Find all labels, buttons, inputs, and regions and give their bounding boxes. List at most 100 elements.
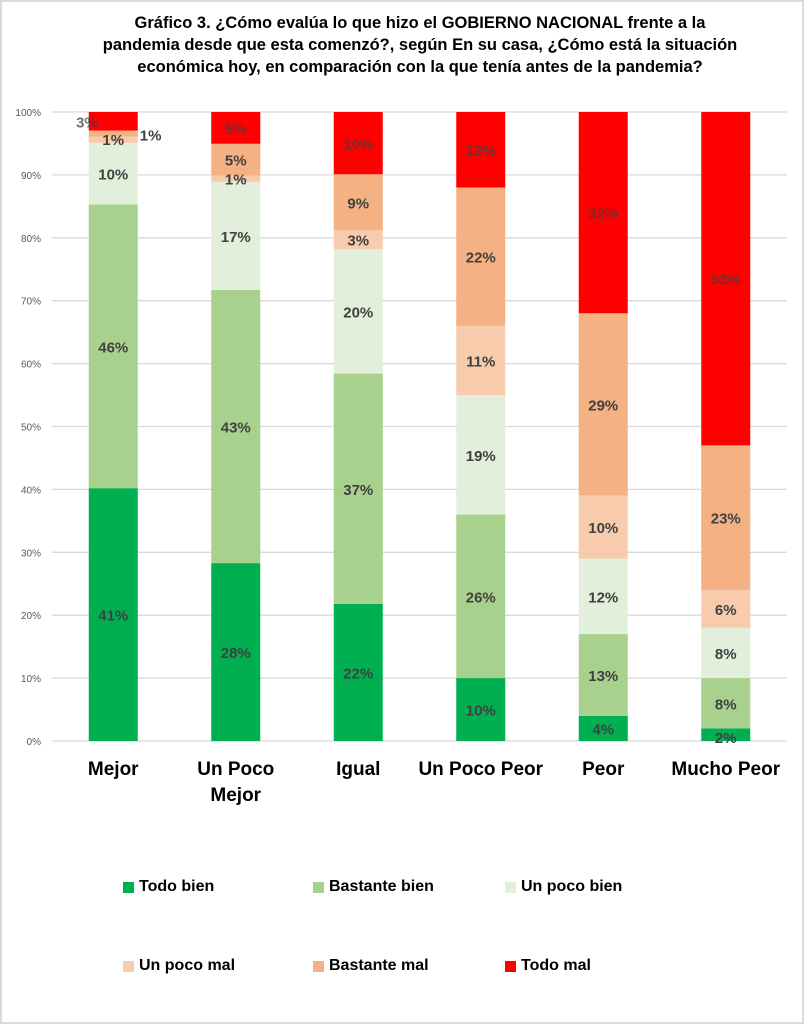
data-label: 10% xyxy=(466,703,496,720)
legend-label: Un poco mal xyxy=(139,957,236,974)
x-category-label: Mucho Peor xyxy=(661,757,791,783)
data-label: 11% xyxy=(466,353,495,370)
data-label: 23% xyxy=(711,511,741,528)
y-tick-label: 70% xyxy=(21,297,41,308)
data-label: 41% xyxy=(98,608,128,625)
bar-segment xyxy=(88,204,138,489)
data-label: 37% xyxy=(343,482,373,499)
legend-swatch-icon xyxy=(123,960,134,972)
data-label: 53% xyxy=(711,272,741,289)
data-label: 4% xyxy=(592,721,614,738)
data-label: 5% xyxy=(225,153,247,170)
bar-segment xyxy=(578,634,628,716)
legend-swatch-icon xyxy=(505,881,516,893)
y-tick-label: 10% xyxy=(21,674,41,685)
data-label: 22% xyxy=(466,250,496,267)
bar-segment xyxy=(211,112,261,144)
y-tick-label: 0% xyxy=(27,737,42,748)
data-label: 12% xyxy=(466,143,496,160)
chart-title: Gráfico 3. ¿Cómo evalúa lo que hizo el G… xyxy=(100,12,740,78)
legend-label: Todo mal xyxy=(521,957,591,974)
data-label: 13% xyxy=(588,668,618,685)
bar-segment xyxy=(456,514,506,679)
bar-segment xyxy=(701,590,751,628)
data-labels: 41%46%10%1% 1%3%28%43%17%1%5%5%22%37%20%3… xyxy=(76,114,741,747)
data-label: 46% xyxy=(98,339,128,356)
bar-segment xyxy=(88,136,138,143)
data-label: 12% xyxy=(588,589,618,606)
x-category-label: Un Poco Peor xyxy=(416,757,546,783)
x-category-label-line: Igual xyxy=(336,759,381,780)
legend-item: Un poco bien xyxy=(505,878,622,896)
y-tick-label: 100% xyxy=(15,108,41,119)
bar-segment xyxy=(578,715,628,741)
data-label: 17% xyxy=(221,229,251,246)
gridlines xyxy=(52,111,787,742)
x-category-label-line: Mejor xyxy=(210,785,262,806)
data-label: 1% xyxy=(102,132,124,149)
bar-segment xyxy=(701,728,751,741)
x-category-label: Mejor xyxy=(48,757,178,783)
data-label: 10% xyxy=(98,167,128,184)
y-tick-label: 80% xyxy=(21,234,41,245)
bar-segment xyxy=(88,142,138,205)
bar-segment xyxy=(88,112,138,131)
legend-label: Un poco bien xyxy=(521,878,623,895)
legend-item: Un poco mal xyxy=(123,957,235,975)
bar-segment xyxy=(456,325,506,396)
y-tick-label: 40% xyxy=(21,485,41,496)
x-category-label: Igual xyxy=(293,757,423,783)
legend-label: Todo bien xyxy=(139,878,215,895)
y-tick-label: 50% xyxy=(21,423,41,434)
bar-segment xyxy=(333,230,383,250)
data-label: 1% xyxy=(140,128,162,145)
data-label: 6% xyxy=(715,602,737,619)
legend-item: Todo bien xyxy=(123,878,214,896)
bar-segment xyxy=(456,187,506,326)
legend-item: Todo mal xyxy=(505,957,591,975)
data-label: 28% xyxy=(221,645,251,662)
x-category-label-line: Mejor xyxy=(87,759,139,780)
plot-area: 0% 10% 20% 30% 40% 50% 60% 70% 80% 90% 100% 41% 46%… xyxy=(15,108,787,748)
data-label: 9% xyxy=(347,195,369,212)
data-label: 8% xyxy=(715,646,737,663)
bar-segment xyxy=(578,112,628,314)
y-tick-label: 30% xyxy=(21,548,41,559)
y-axis-ticks: 0% 10% 20% 30% 40% 50% 60% 70% 80% 90% 100% xyxy=(15,108,41,748)
chart-title-line: Gráfico 3. ¿Cómo evalúa lo que hizo el G… xyxy=(134,14,706,32)
data-label: 20% xyxy=(343,304,373,321)
data-label: 2% xyxy=(715,730,737,747)
chart-title-line: pandemia desde que esta comenzó?, según … xyxy=(102,36,738,54)
bar-segment xyxy=(578,558,628,635)
data-label: 29% xyxy=(588,397,618,414)
legend-label: Bastante mal xyxy=(329,957,429,974)
bar-segment xyxy=(211,175,261,182)
bar-segment xyxy=(211,143,261,176)
bar-segment xyxy=(578,313,628,496)
bar-segment xyxy=(701,112,751,446)
legend-label: Bastante bien xyxy=(329,878,434,895)
bar-segment xyxy=(333,603,383,741)
bar-segment xyxy=(701,678,751,729)
bar-segment xyxy=(333,112,383,175)
legend-swatch-icon xyxy=(313,881,324,893)
legend-swatch-icon xyxy=(505,960,516,972)
bar-segment xyxy=(701,627,751,679)
bar-segment xyxy=(88,488,138,741)
bar-segment xyxy=(578,495,628,559)
x-category-label-line: Un Poco xyxy=(197,759,275,780)
bar-segment xyxy=(211,181,261,290)
bar-segment xyxy=(333,174,383,231)
y-tick-label: 60% xyxy=(21,360,41,371)
data-label: 8% xyxy=(715,696,737,713)
bar-segment xyxy=(333,249,383,374)
legend-item: Bastante bien xyxy=(313,878,434,896)
data-label: 10% xyxy=(343,136,373,153)
chart-title-line: económica hoy, en comparación con la que… xyxy=(137,58,703,76)
x-category-label: Un Poco Mejor xyxy=(171,757,301,809)
bar-segment xyxy=(211,289,261,564)
bar-segment xyxy=(701,445,751,591)
bar-segment xyxy=(456,395,506,515)
data-label: 19% xyxy=(466,448,496,465)
